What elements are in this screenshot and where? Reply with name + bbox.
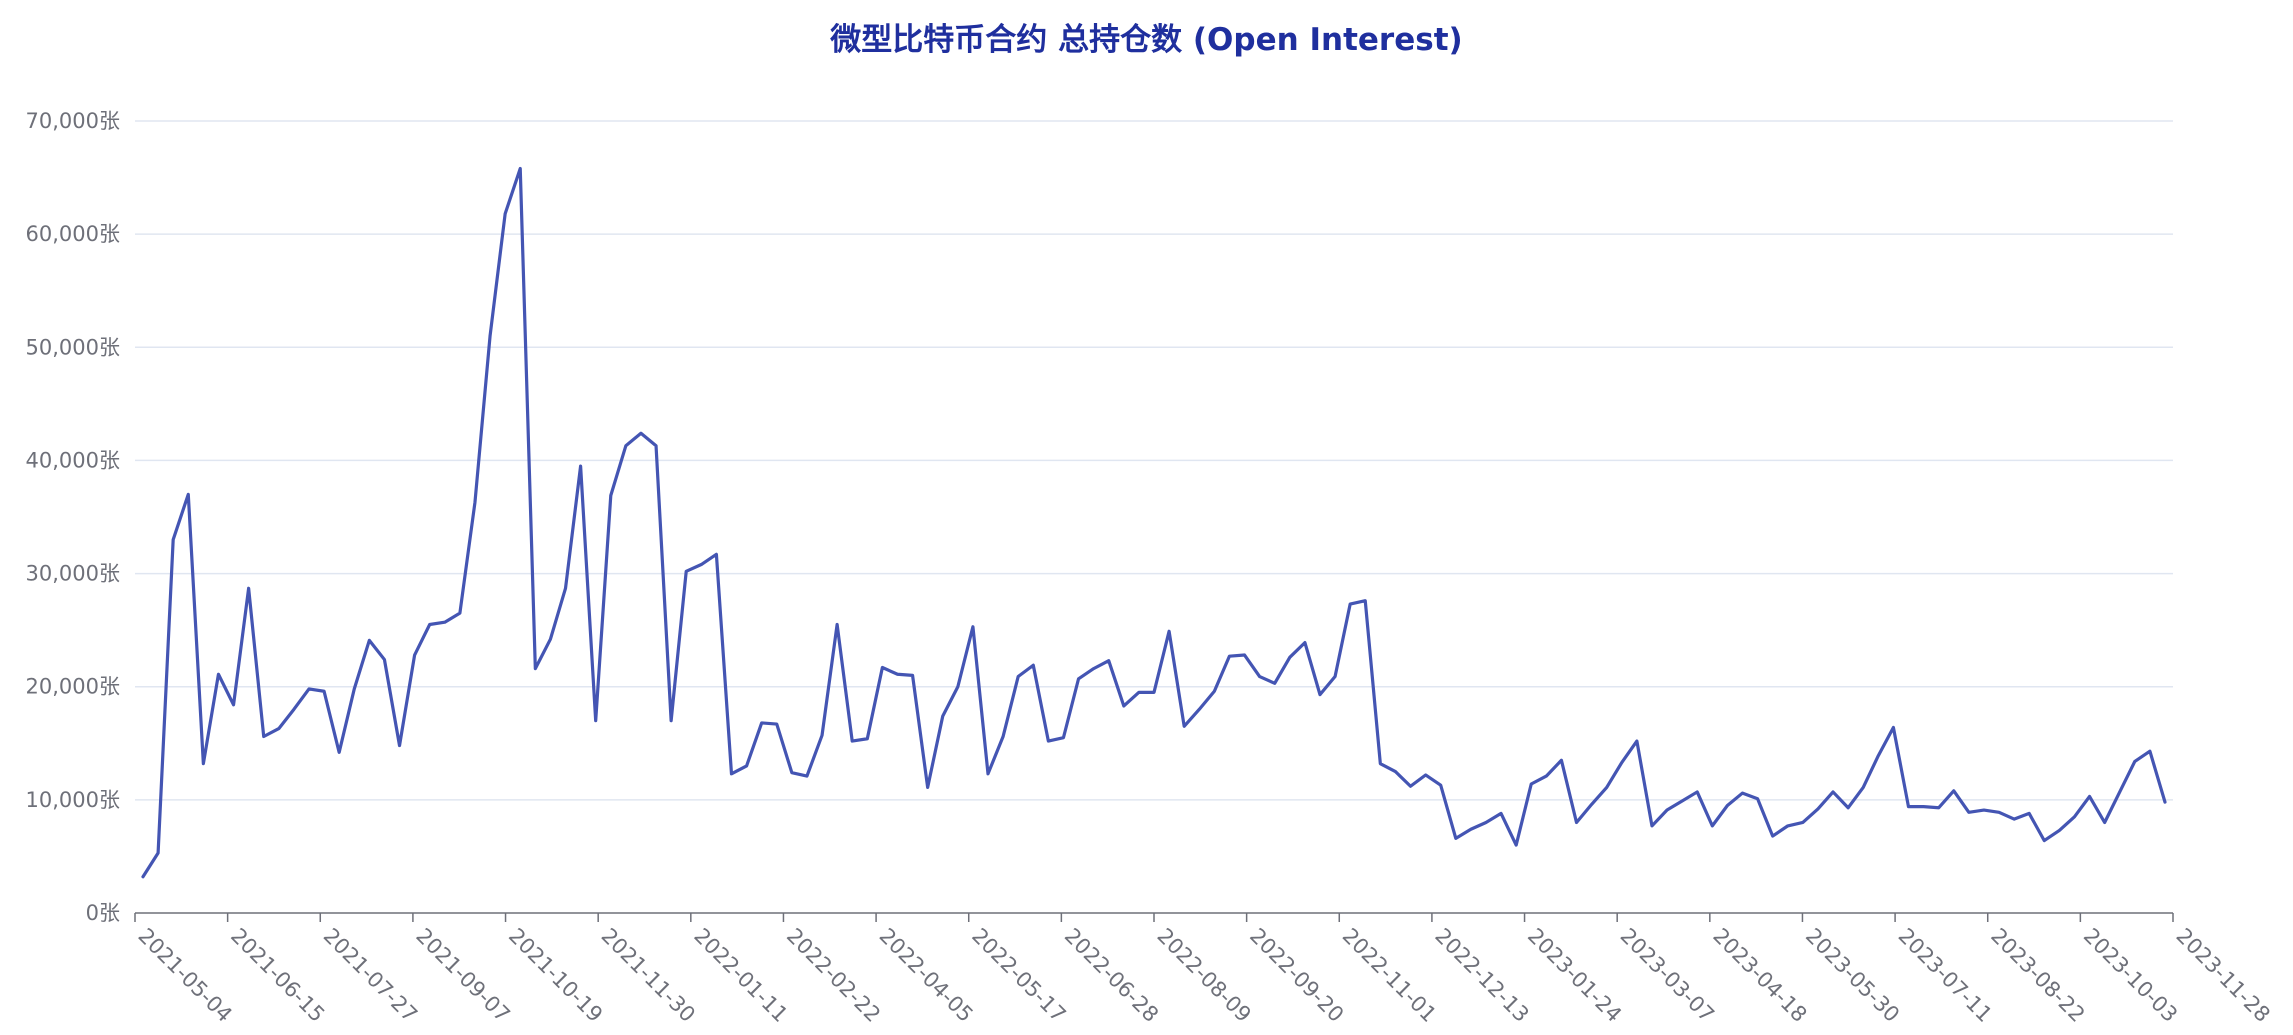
y-tick-label: 60,000张 [26,222,120,246]
x-tick-label: 2022-02-22 [782,924,885,1027]
x-tick-label: 2022-09-20 [1245,924,1348,1027]
x-tick-label: 2022-12-13 [1430,924,1533,1027]
x-tick-label: 2022-11-01 [1338,924,1441,1027]
x-tick-label: 2023-11-28 [2171,924,2274,1027]
x-tick-label: 2022-01-11 [689,924,792,1027]
chart-title: 微型比特币合约 总持仓数 (Open Interest) [830,22,1463,58]
y-tick-label: 40,000张 [26,448,120,472]
x-tick-label: 2021-10-19 [504,924,607,1027]
x-tick-label: 2021-07-27 [319,924,422,1027]
x-tick-label: 2023-10-03 [2079,924,2182,1027]
x-tick-label: 2023-08-22 [1986,924,2089,1027]
x-tick-label: 2022-08-09 [1152,924,1255,1027]
y-tick-label: 0张 [86,901,120,925]
x-tick-label: 2021-05-04 [133,924,236,1027]
x-tick-label: 2021-11-30 [597,924,700,1027]
x-tick-label: 2023-03-07 [1616,924,1719,1027]
y-tick-label: 30,000张 [26,562,120,586]
x-tick-label: 2023-05-30 [1801,924,1904,1027]
y-tick-label: 50,000张 [26,335,120,359]
series-line [141,166,2167,879]
x-tick-label: 2022-04-05 [875,924,978,1027]
x-tick-label: 2023-01-24 [1523,924,1626,1027]
x-tick-label: 2021-09-07 [411,924,514,1027]
x-tick-label: 2023-04-18 [1708,924,1811,1027]
x-tick-label: 2022-06-28 [1060,924,1163,1027]
x-tick-label: 2021-06-15 [226,924,329,1027]
y-tick-label: 70,000张 [26,109,120,133]
x-tick-label: 2023-07-11 [1894,924,1997,1027]
y-tick-label: 10,000张 [26,788,120,812]
x-tick-label: 2022-05-17 [967,924,1070,1027]
y-tick-label: 20,000张 [26,675,120,699]
